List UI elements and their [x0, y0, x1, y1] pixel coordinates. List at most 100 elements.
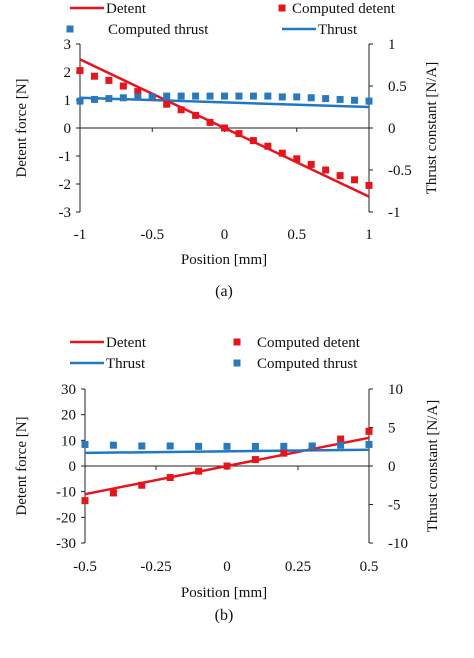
y2-tick-label: 0	[388, 121, 396, 137]
x-tick-label: -0.5	[73, 559, 97, 575]
y-tick-label: 10	[61, 433, 76, 449]
computed-thrust-point	[293, 93, 301, 101]
computed-detent-point	[192, 111, 200, 119]
y-tick-label: -30	[56, 536, 76, 552]
computed-detent-point	[249, 137, 257, 145]
y-tick-label: 0	[64, 121, 72, 137]
computed-thrust-point	[81, 440, 89, 448]
thrust-line	[84, 448, 370, 455]
computed-detent-point	[163, 100, 171, 108]
x-axis-title: Position [mm]	[181, 252, 267, 268]
computed-detent-point	[223, 462, 231, 470]
computed-detent-point	[195, 467, 203, 475]
x-tick-label: -0.25	[140, 559, 171, 575]
computed-detent-point	[307, 160, 315, 168]
panel-caption: (b)	[215, 607, 234, 624]
y2-tick-label: 10	[388, 382, 403, 398]
x-axis-title: Position [mm]	[181, 585, 267, 601]
legend-swatch-computed-thrust	[66, 25, 74, 33]
computed-detent-point	[322, 166, 330, 174]
computed-detent-point	[293, 155, 301, 163]
computed-thrust-point	[278, 93, 286, 101]
computed-thrust-point	[119, 94, 127, 102]
legend-swatch-computed-thrust	[233, 359, 241, 367]
computed-thrust-point	[221, 92, 228, 100]
computed-detent-point	[264, 142, 272, 150]
computed-detent-point	[138, 481, 146, 489]
y2-tick-label: 1	[388, 37, 396, 53]
y2-tick-label: -0.5	[388, 163, 412, 179]
x-tick-label: 0.25	[285, 559, 311, 575]
y-tick-label: -3	[59, 205, 72, 221]
computed-detent-point	[206, 118, 214, 126]
computed-detent-point	[280, 449, 288, 457]
computed-detent-point	[365, 181, 373, 189]
x-tick-label: 0.5	[287, 227, 306, 243]
legend-label-thrust: Thrust	[106, 356, 146, 372]
panel-b: -30 -20 -10 0 10 20 30 -10 -5 0 5 10 -0.5 -0.25 0 0.25 0…	[14, 335, 441, 624]
computed-detent-point	[105, 76, 113, 84]
y-tick-label: 3	[64, 37, 72, 53]
computed-thrust-point	[177, 92, 185, 100]
computed-thrust-point	[76, 97, 84, 105]
computed-detent-point	[177, 106, 185, 114]
computed-thrust-point	[235, 92, 243, 100]
y-tick-label: 30	[61, 382, 76, 398]
computed-detent-point	[235, 130, 243, 138]
legend-label-detent: Detent	[106, 335, 147, 351]
y-tick-label: 0	[69, 459, 77, 475]
y2-tick-label: -5	[388, 498, 401, 514]
computed-detent-point	[221, 124, 228, 132]
computed-thrust-point	[337, 441, 345, 449]
computed-thrust-point	[138, 442, 146, 450]
computed-thrust-point	[251, 442, 259, 450]
computed-thrust-point	[90, 95, 98, 103]
computed-thrust-point	[336, 95, 344, 103]
legend-label-computed-detent: Computed detent	[292, 1, 396, 17]
computed-thrust-point	[134, 93, 142, 101]
y2-axis-title: Thrust constant [N/A]	[424, 62, 440, 194]
computed-thrust-point	[307, 94, 315, 102]
legend-label-detent: Detent	[106, 1, 147, 17]
computed-detent-point	[365, 427, 373, 435]
panel-a: -3 -2 -1 0 1 2 3 -1 -0.5 0 0.5 1 -1 -0.5 0 0.5 1 Position…	[14, 1, 440, 300]
y2-tick-label: 5	[388, 421, 396, 437]
x-tick-label: 0	[221, 227, 229, 243]
legend-label-thrust: Thrust	[318, 22, 358, 38]
legend-label-computed-thrust: Computed thrust	[257, 356, 358, 372]
y-tick-label: 1	[64, 93, 72, 109]
computed-thrust-point	[322, 95, 330, 103]
computed-thrust-point	[148, 93, 156, 101]
computed-detent-point	[109, 489, 117, 497]
computed-detent-point	[251, 456, 259, 464]
x-tick-label: -0.5	[140, 227, 164, 243]
legend-swatch-computed-detent	[278, 4, 286, 12]
panel-caption: (a)	[215, 283, 233, 300]
legend-swatch-computed-detent	[233, 338, 241, 346]
computed-detent-point	[351, 176, 359, 184]
y-tick-label: -20	[56, 510, 76, 526]
computed-detent-point	[336, 172, 344, 180]
y-axis-title: Detent force [N]	[14, 78, 30, 177]
computed-thrust-point	[105, 95, 113, 103]
computed-detent-point	[119, 82, 127, 90]
y-tick-label: -10	[56, 485, 76, 501]
legend-label-computed-thrust: Computed thrust	[108, 22, 209, 38]
computed-detent-point	[278, 149, 286, 157]
computed-thrust-point	[308, 442, 316, 450]
y-axis-title: Detent force [N]	[14, 416, 30, 515]
thrust-line	[79, 96, 370, 109]
y-tick-label: 2	[64, 65, 72, 81]
computed-thrust-point	[206, 92, 214, 100]
computed-thrust-point	[365, 440, 373, 448]
y-tick-label: -1	[59, 149, 72, 165]
y2-axis-title: Thrust constant [N/A]	[425, 400, 441, 532]
x-tick-label: 1	[365, 227, 373, 243]
computed-thrust-point	[264, 92, 272, 100]
computed-detent-point	[166, 474, 174, 482]
computed-thrust-point	[351, 96, 359, 104]
computed-thrust-point	[249, 92, 257, 100]
computed-thrust-point	[163, 92, 171, 100]
computed-thrust-point	[195, 442, 203, 450]
x-tick-label: 0.5	[360, 559, 379, 575]
